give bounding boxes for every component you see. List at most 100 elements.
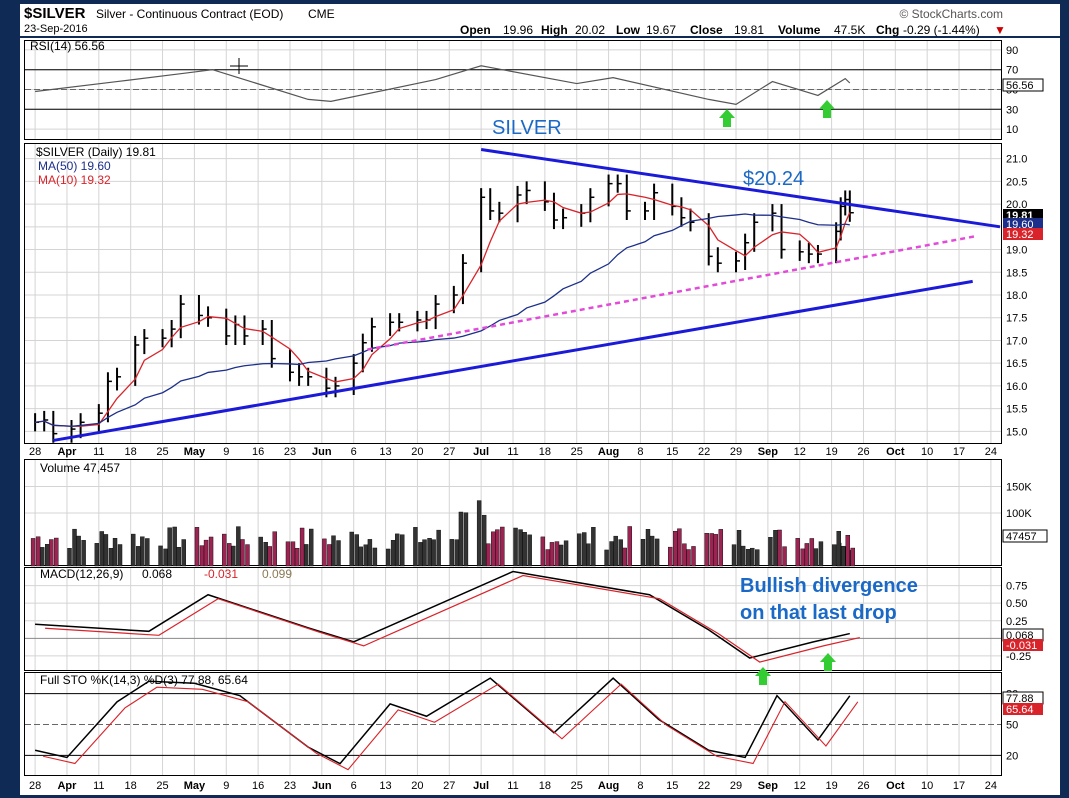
sto-k-line	[34, 677, 851, 765]
price-tick-label: 15.0	[1006, 426, 1027, 438]
volume-bar	[545, 549, 551, 567]
volume-bar	[327, 544, 332, 567]
volume-bar	[136, 546, 141, 567]
annotation-silver: SILVER	[492, 117, 562, 139]
x-tick-label: Jun	[312, 446, 332, 458]
volume-label: Volume	[778, 23, 821, 37]
rsi-value-tag: 56.56	[1006, 80, 1034, 92]
x-tick-label: 20	[411, 446, 423, 458]
volume-bar	[336, 540, 341, 567]
volume-bar	[354, 534, 359, 567]
volume-bar	[486, 543, 491, 567]
macd-value: 0.068	[142, 567, 172, 581]
x-tick-label: 27	[443, 446, 455, 458]
green-up-arrow-icon	[719, 109, 735, 127]
x-tick-label: 18	[125, 780, 137, 792]
macd-hist-value: 0.099	[262, 567, 292, 581]
x-tick-label: Aug	[598, 446, 619, 458]
trendline-lower-support	[53, 279, 973, 442]
x-tick-label: 18	[539, 780, 551, 792]
volume-label: Volume 47,457	[40, 461, 120, 475]
x-tick-label: 22	[698, 780, 710, 792]
volume-bar	[745, 549, 751, 567]
exchange: CME	[308, 7, 335, 21]
green-arrows	[719, 100, 836, 685]
sto-d-tag: 65.64	[1006, 704, 1034, 716]
chg-label: Chg	[876, 23, 899, 37]
x-tick-label: 18	[125, 446, 137, 458]
volume-bar	[418, 542, 423, 567]
x-tick-label: 11	[93, 780, 104, 792]
volume-bar	[94, 543, 100, 567]
sto-label: Full STO %K(14,3) %D(3) 77.88, 65.64	[40, 673, 248, 687]
macd-signal-line	[45, 574, 860, 663]
volume-bar	[613, 535, 618, 567]
volume-bar	[686, 549, 691, 567]
volume-bar	[577, 533, 582, 567]
volume-bar	[194, 527, 200, 567]
rsi-label: RSI(14) 56.56	[30, 39, 105, 53]
volume-bar	[800, 548, 805, 567]
volume-bar	[618, 539, 623, 567]
volume-bar	[72, 528, 77, 567]
volume-bar	[258, 536, 263, 567]
volume-bar	[172, 526, 177, 567]
x-tick-label: 11	[507, 780, 518, 792]
cursor-crosshair-icon	[230, 58, 248, 74]
x-tick-label: 23	[284, 446, 296, 458]
volume-bar	[294, 548, 300, 567]
volume-bar	[755, 549, 760, 567]
volume-bar	[285, 541, 291, 567]
x-tick-label: May	[184, 780, 206, 792]
volume-bar	[167, 527, 172, 567]
volume-bar	[586, 543, 591, 567]
volume-bar	[495, 529, 500, 567]
chart-date: 23-Sep-2016	[24, 23, 88, 35]
volume-bar	[604, 549, 609, 567]
volume-bar	[395, 533, 400, 567]
price-tick-label: 16.5	[1006, 358, 1027, 370]
volume-bar	[413, 527, 418, 567]
close-label: Close	[690, 23, 723, 37]
price-tick-label: 20.0	[1006, 199, 1027, 211]
volume-bar	[299, 527, 305, 567]
ma10-line	[35, 193, 851, 427]
x-tick-label: 20	[411, 780, 423, 792]
volume-bar	[422, 539, 427, 567]
volume-bar	[367, 539, 373, 567]
volume-bar	[103, 534, 109, 567]
volume-bar	[76, 535, 81, 567]
x-tick-label: 24	[985, 446, 997, 458]
volume-bar	[358, 546, 364, 567]
price-tick-label: 18.0	[1006, 290, 1027, 302]
x-tick-label: 16	[252, 780, 264, 792]
x-tick-label: 12	[794, 780, 806, 792]
price-tick-label: 21.0	[1006, 154, 1027, 166]
volume-bar	[35, 536, 41, 567]
x-tick-label: 29	[730, 780, 742, 792]
x-tick-label: Apr	[57, 780, 77, 792]
volume-bar	[622, 547, 627, 567]
volume-bar	[500, 526, 505, 567]
volume-bar	[682, 543, 687, 567]
x-tick-label: 19	[825, 446, 837, 458]
volume-bar	[263, 542, 268, 567]
rsi-tick-label: 70	[1006, 65, 1018, 77]
x-tick-label: 25	[156, 446, 168, 458]
x-axis-bottom: 28 Apr 11 18 25 May 9 16 23 Jun 6 13 20 27 Jul 11 18 25 Au…	[29, 780, 997, 792]
volume-bar	[713, 534, 719, 567]
sto-tick-label: 50	[1006, 720, 1018, 732]
price-tick-label: 19.0	[1006, 245, 1027, 257]
volume-bar	[245, 544, 250, 567]
volume-bar	[240, 539, 245, 567]
symbol: $SILVER	[24, 5, 86, 22]
annotation-price: $20.24	[743, 168, 804, 190]
x-tick-label: 9	[223, 446, 229, 458]
volume-bar	[203, 539, 209, 567]
price-frame	[24, 143, 1002, 444]
macd-signal-value: -0.031	[204, 567, 238, 581]
volume-bar	[813, 548, 819, 567]
volume-bar	[385, 548, 391, 567]
volume-bar	[67, 548, 72, 567]
